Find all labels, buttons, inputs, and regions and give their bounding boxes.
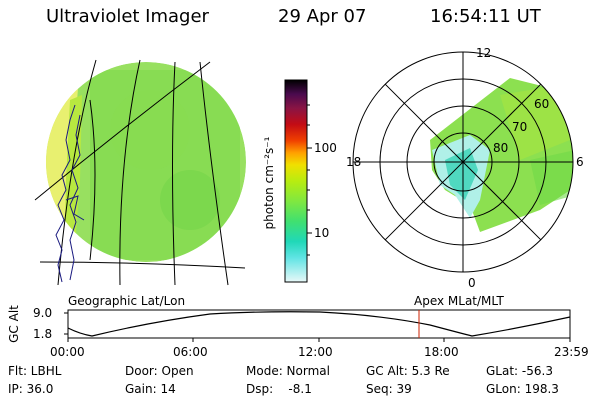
mlat-label-70: 70 [512, 120, 528, 134]
timeline-xtick-1800: 18:00 [424, 345, 459, 359]
mlt-label-18: 18 [346, 155, 362, 169]
timeline-xtick-0000: 00:00 [50, 345, 85, 359]
polar-image [430, 78, 573, 232]
colorbar-tick-10: 10 [314, 226, 330, 240]
info-ip: IP: 36.0 [8, 382, 54, 396]
geographic-image [46, 62, 246, 262]
info-mode: Mode: Normal [246, 364, 330, 378]
mlat-label-80: 80 [493, 141, 509, 155]
mlt-label-12: 12 [476, 46, 492, 60]
geographic-label: Geographic Lat/Lon [68, 294, 186, 308]
altitude-curve [67, 311, 571, 337]
info-glon: GLon: 198.3 [486, 382, 559, 396]
info-glat: GLat: -56.3 [486, 364, 553, 378]
polar-grid [352, 51, 574, 273]
apex-label: Apex MLat/MLT [414, 294, 504, 308]
info-gc-alt: GC Alt: 5.3 Re [366, 364, 450, 378]
colorbar-unit-label: photon cm⁻²s⁻¹ [262, 136, 276, 230]
timeline-ytick-9: 9.0 [33, 306, 53, 320]
timeline-ytick-1-8: 1.8 [33, 327, 53, 341]
timeline-plot-frame [67, 309, 571, 339]
mlat-label-60: 60 [534, 97, 550, 111]
timeline-xtick-1200: 12:00 [298, 345, 333, 359]
coastline [55, 104, 85, 283]
info-dsp: Dsp: -8.1 [246, 382, 312, 396]
info-flt: Flt: LBHL [8, 364, 62, 378]
color-bar-ticks [307, 104, 312, 256]
color-bar [284, 79, 308, 283]
timeline-ticks [64, 312, 571, 342]
colorbar-tick-100: 100 [314, 141, 337, 155]
timeline-xtick-0600: 06:00 [173, 345, 208, 359]
mlt-label-0: 0 [468, 276, 476, 290]
app-title: Ultraviolet Imager [46, 6, 209, 27]
geographic-grid [34, 59, 246, 286]
timeline-ylabel: GC Alt [7, 305, 21, 343]
mlt-label-6: 6 [576, 155, 584, 169]
timeline-xtick-2359: 23:59 [554, 345, 589, 359]
info-gain: Gain: 14 [125, 382, 176, 396]
date-label: 29 Apr 07 [278, 6, 367, 27]
time-label: 16:54:11 UT [430, 6, 541, 27]
info-door: Door: Open [125, 364, 194, 378]
info-seq: Seq: 39 [366, 382, 412, 396]
